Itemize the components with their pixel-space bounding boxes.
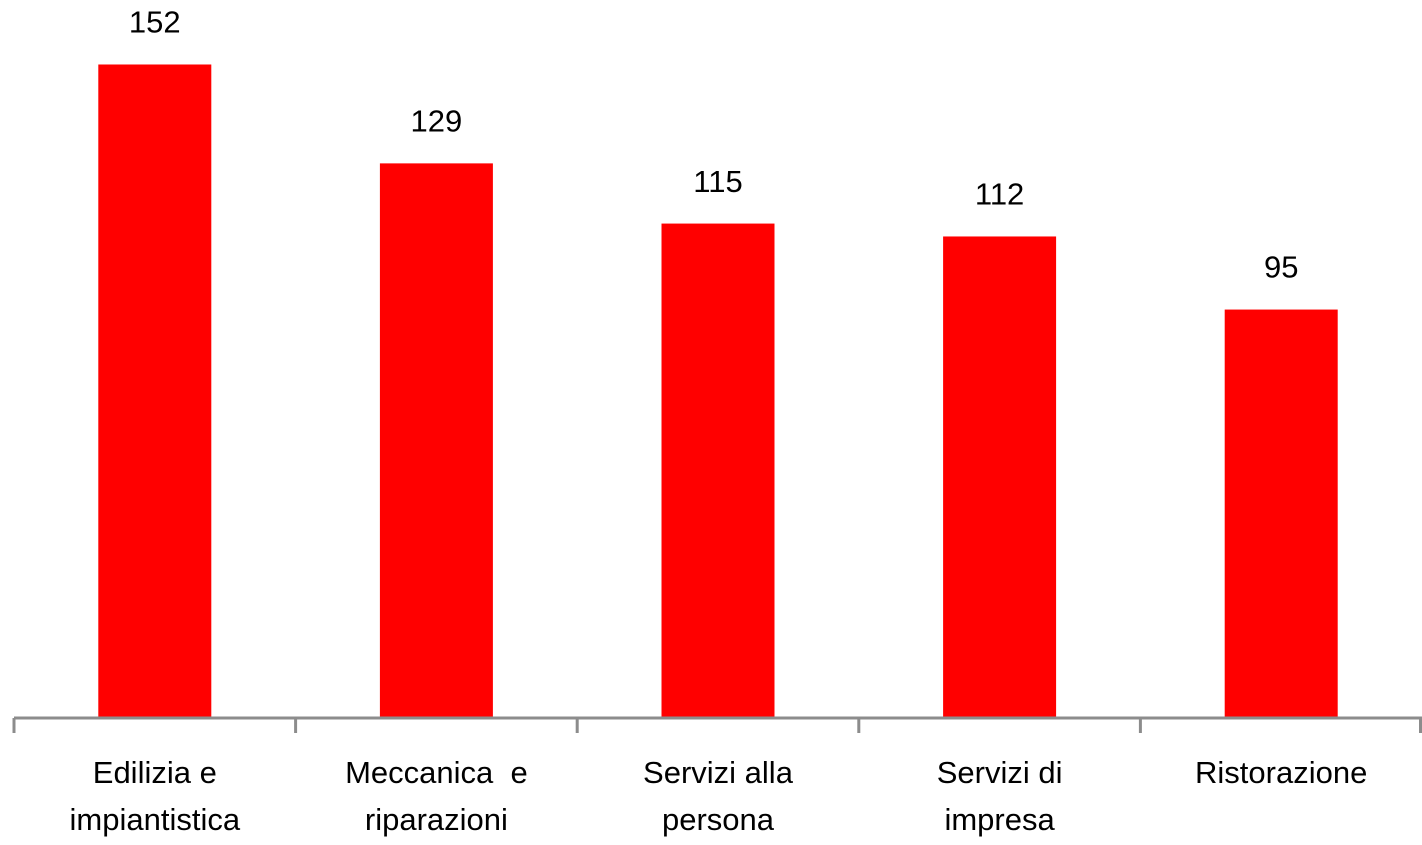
x-tick-label-line: riparazioni xyxy=(365,802,508,837)
x-tick-label-line: persona xyxy=(662,802,775,837)
x-tick-label-line: impiantistica xyxy=(70,802,241,837)
bar xyxy=(98,64,212,718)
x-tick-label: Meccanica e riparazioni xyxy=(345,755,528,837)
x-tick-label: Edilizia e impiantistica xyxy=(70,755,241,837)
x-tick-label-line: Meccanica e xyxy=(345,755,528,790)
x-tick-label-line: Edilizia e xyxy=(93,755,217,790)
bar xyxy=(379,163,493,718)
value-label: 95 xyxy=(1264,250,1298,285)
x-tick-label: Servizi di impresa xyxy=(937,755,1063,837)
value-label: 115 xyxy=(693,164,742,199)
x-tick-label-line: Ristorazione xyxy=(1195,755,1367,790)
bar xyxy=(943,236,1057,718)
x-tick-label: Servizi alla persona xyxy=(643,755,794,837)
bar xyxy=(1224,309,1338,718)
x-tick-label-line: Servizi alla xyxy=(643,755,794,790)
value-label: 152 xyxy=(129,5,181,40)
bar xyxy=(661,223,775,719)
value-label: 129 xyxy=(411,104,463,139)
value-label: 112 xyxy=(975,177,1024,212)
x-tick-label-line: Servizi di xyxy=(937,755,1063,790)
x-tick-label-line: impresa xyxy=(944,802,1055,837)
x-tick-label: Ristorazione xyxy=(1195,755,1367,790)
